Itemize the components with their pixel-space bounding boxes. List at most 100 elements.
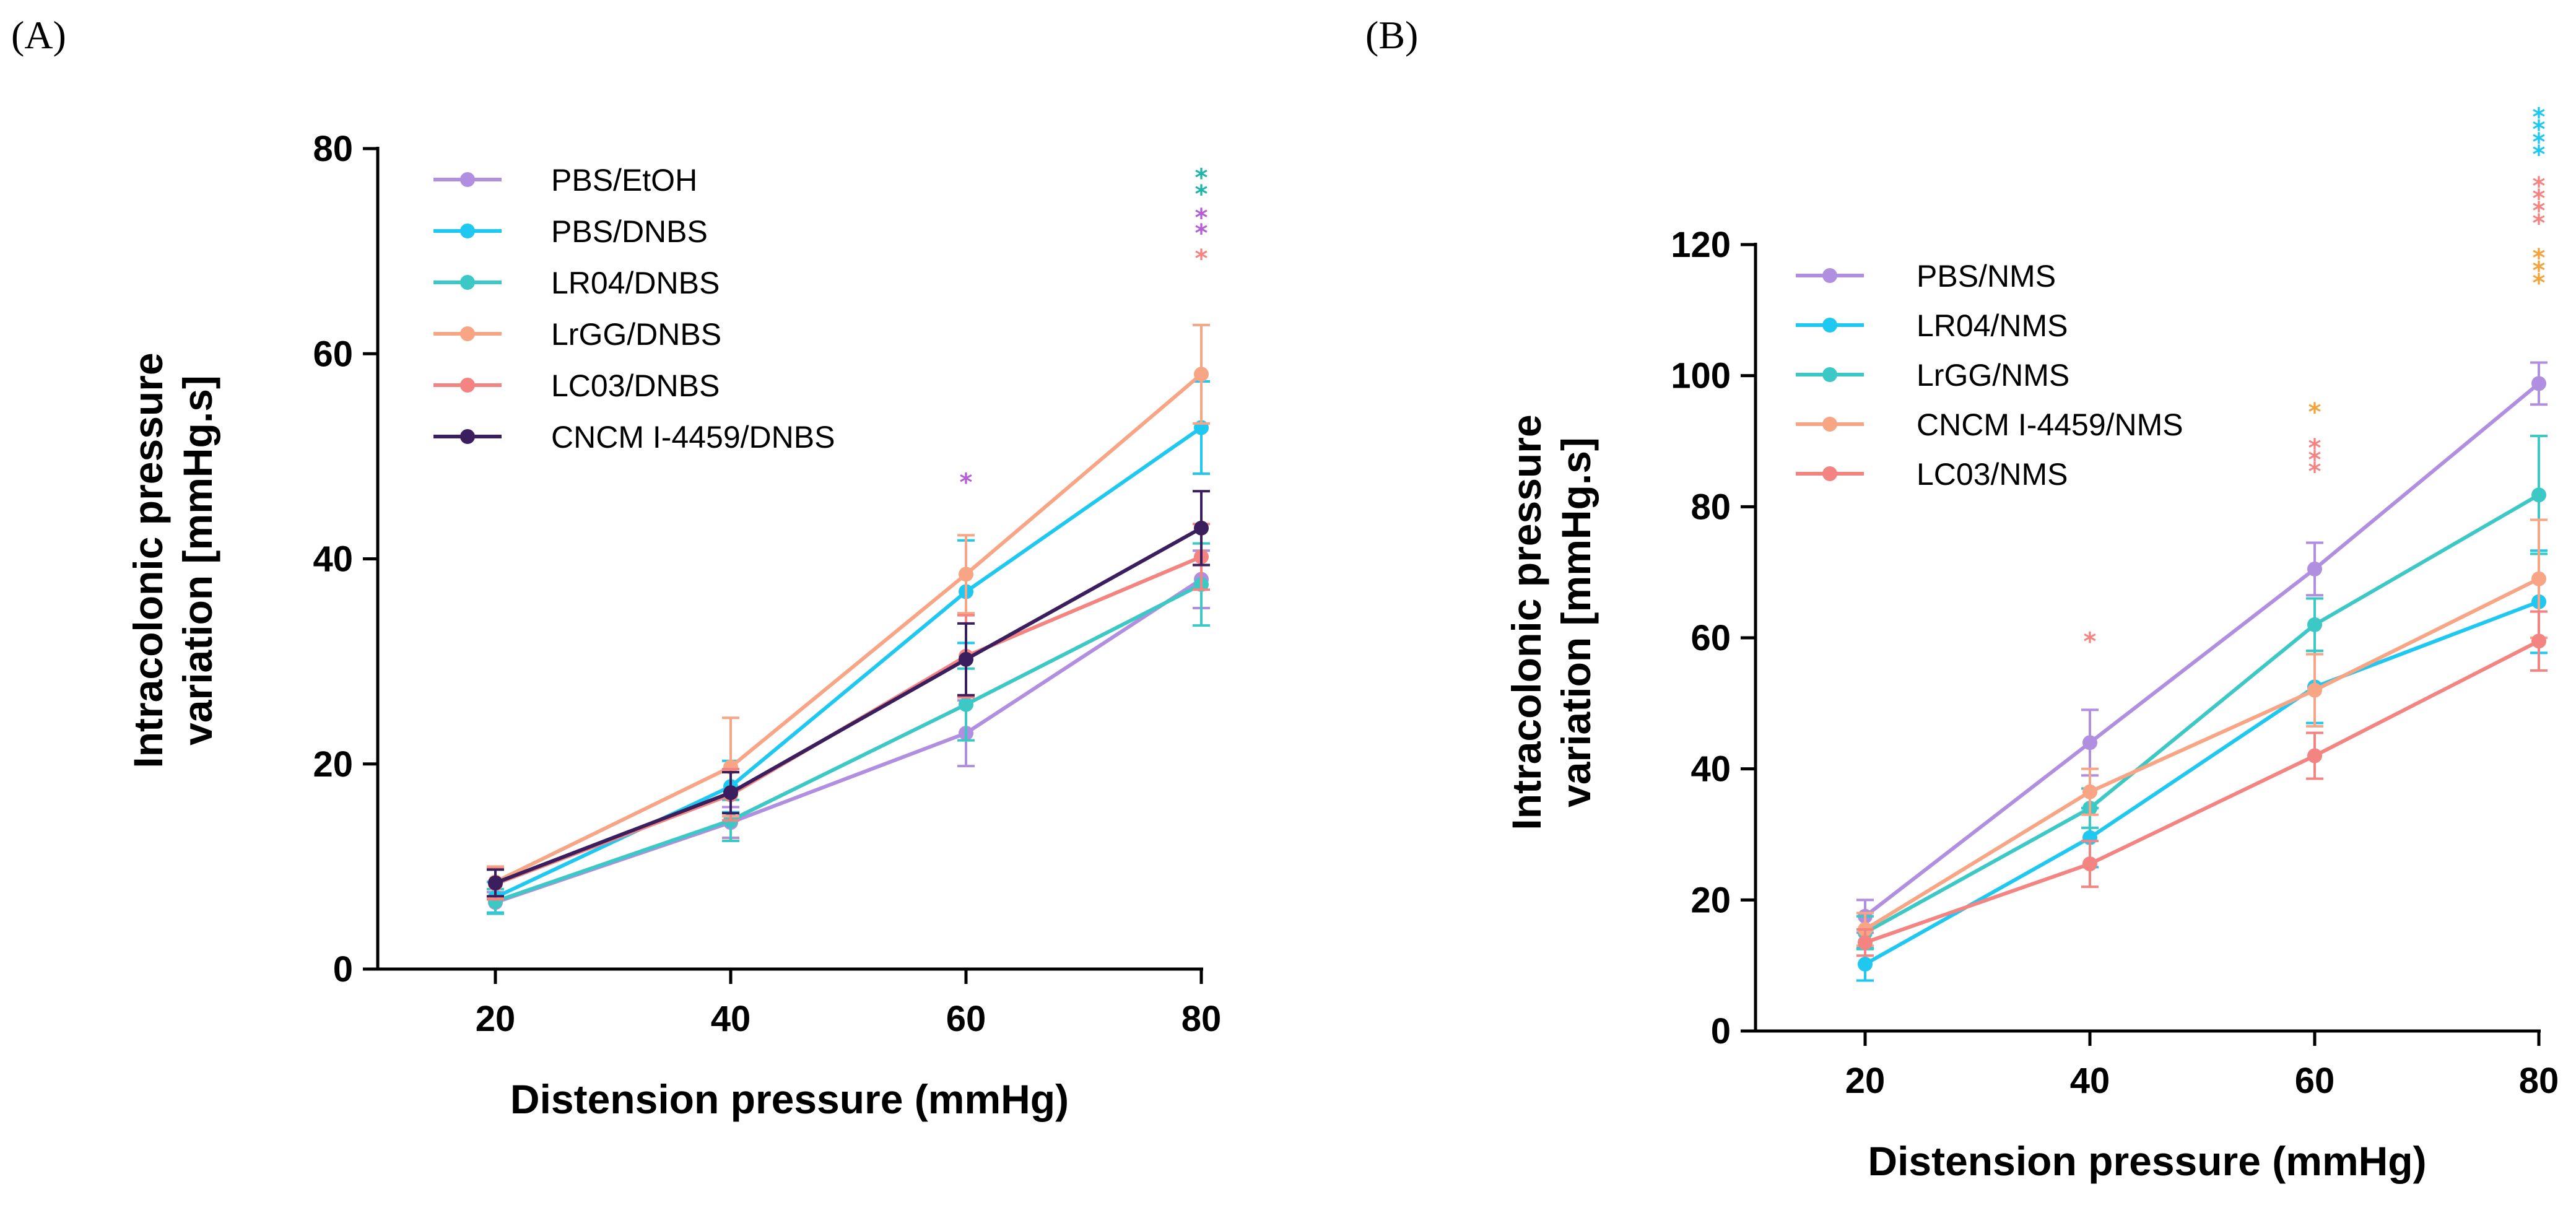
data-point — [2307, 682, 2322, 698]
significance-star: * — [2533, 103, 2546, 132]
data-point — [2531, 633, 2546, 649]
data-point — [959, 567, 973, 582]
data-point — [959, 697, 973, 712]
series-pbs-nms — [1856, 361, 2548, 934]
significance-star: * — [2084, 627, 2097, 656]
series-line — [495, 583, 1203, 903]
series-lr04-nms — [1856, 549, 2548, 982]
data-point — [723, 759, 738, 775]
series-lc03-nms — [1856, 610, 2548, 957]
legend-label: LC03/NMS — [1917, 457, 2068, 492]
x-tick-label: 20 — [476, 999, 516, 1039]
significance-star: * — [2533, 244, 2546, 272]
significance-star: * — [2308, 458, 2321, 486]
x-tick-label: 40 — [2070, 1061, 2110, 1101]
panel-a: (A) 0 20 40 60 80 20 40 60 80 Distension pressure … — [11, 13, 1221, 1122]
x-axis-label: Distension pressure (mmHg) — [510, 1076, 1069, 1122]
y-axis-label: Intracolonic pressure — [1503, 414, 1549, 830]
x-tick-label: 80 — [2519, 1061, 2559, 1101]
legend-marker — [460, 275, 475, 290]
legend-item: LC03/NMS — [1796, 457, 2068, 492]
significance-star: * — [2533, 172, 2546, 201]
series-line — [1864, 382, 2540, 918]
legend-marker — [460, 378, 475, 393]
data-point — [2082, 856, 2097, 872]
y-tick-label: 40 — [1690, 749, 1731, 790]
data-point — [1858, 957, 1873, 972]
data-point — [1194, 367, 1209, 382]
legend-item: CNCM I-4459/DNBS — [433, 420, 835, 455]
series-line — [495, 578, 1203, 905]
significance-star: * — [2308, 446, 2321, 474]
legend-marker — [1822, 367, 1837, 382]
legend-item: PBS/NMS — [1796, 259, 2056, 294]
significance-star: * — [2533, 256, 2546, 285]
legend-label: CNCM I-4459/DNBS — [551, 420, 835, 455]
x-tick-label: 20 — [1845, 1061, 1886, 1101]
legend-item: LC03/DNBS — [433, 368, 720, 403]
y-tick-label: 40 — [313, 539, 353, 580]
panel-label: (B) — [1365, 13, 1418, 57]
y-tick-label: 80 — [313, 129, 353, 169]
significance-star: * — [2308, 398, 2321, 427]
y-tick-label: 0 — [333, 949, 353, 990]
series-line — [494, 555, 1203, 886]
x-axis-label: Distension pressure (mmHg) — [1868, 1138, 2426, 1184]
data-point — [2531, 487, 2546, 503]
legend-marker — [460, 224, 475, 238]
data-point — [1858, 935, 1873, 951]
data-point — [2307, 617, 2322, 632]
x-tick-label: 40 — [711, 999, 751, 1039]
legend-item: LrGG/NMS — [1796, 358, 2069, 393]
legend-item: CNCM I-4459/NMS — [1796, 407, 2183, 442]
significance-star: * — [2533, 116, 2546, 144]
data-point — [2531, 376, 2546, 391]
legend-label: LR04/NMS — [1917, 308, 2068, 343]
legend-marker — [460, 326, 475, 341]
series-line — [1864, 577, 2540, 931]
series-line — [1864, 599, 2540, 966]
y-axis-label: variation [mmHg.s] — [1553, 437, 1599, 807]
legend-item: PBS/DNBS — [433, 214, 708, 249]
y-tick-label: 20 — [313, 744, 353, 785]
legend-label: LrGG/NMS — [1917, 358, 2069, 393]
significance-star: * — [960, 468, 973, 497]
series-line — [494, 526, 1203, 885]
significance-star: * — [2533, 269, 2546, 297]
legend-label: PBS/EtOH — [551, 163, 697, 198]
legend-label: PBS/NMS — [1917, 259, 2056, 294]
significance-star: * — [2533, 197, 2546, 225]
y-axis-label: variation [mmHg.s] — [175, 375, 220, 746]
y-tick-label: 20 — [1690, 880, 1731, 920]
series-line — [494, 373, 1203, 884]
panel-label: (A) — [11, 13, 66, 57]
legend-marker — [460, 429, 475, 444]
series-line — [1864, 493, 2540, 934]
data-point — [2082, 735, 2097, 750]
x-tick-label: 60 — [2295, 1061, 2335, 1101]
series-pbs-etoh — [487, 549, 1210, 914]
significance-star: * — [2533, 141, 2546, 169]
legend-marker — [1822, 466, 1837, 481]
legend-marker — [1822, 268, 1837, 283]
data-point — [2531, 571, 2546, 586]
data-point — [2307, 748, 2322, 763]
significance-star: * — [2533, 128, 2546, 157]
data-point — [1194, 520, 1209, 536]
y-tick-label: 60 — [1690, 618, 1731, 658]
series-cncm-i-4459-nms — [1856, 518, 2548, 947]
significance-star: * — [1195, 204, 1208, 232]
legend-label: LC03/DNBS — [551, 368, 720, 403]
y-tick-label: 120 — [1671, 225, 1731, 265]
legend-label: CNCM I-4459/NMS — [1917, 407, 2183, 442]
legend-item: LR04/DNBS — [433, 266, 720, 300]
data-point — [723, 785, 738, 801]
legend-item: PBS/EtOH — [433, 163, 697, 198]
y-tick-label: 100 — [1671, 356, 1731, 396]
legend-label: PBS/DNBS — [551, 214, 708, 249]
significance-star: * — [1195, 180, 1208, 209]
data-point — [2307, 561, 2322, 576]
panel-b: (B) 0 20 40 60 80 100 120 20 40 60 80 Distension pre… — [1365, 13, 2559, 1184]
legend-label: LrGG/DNBS — [551, 317, 721, 352]
